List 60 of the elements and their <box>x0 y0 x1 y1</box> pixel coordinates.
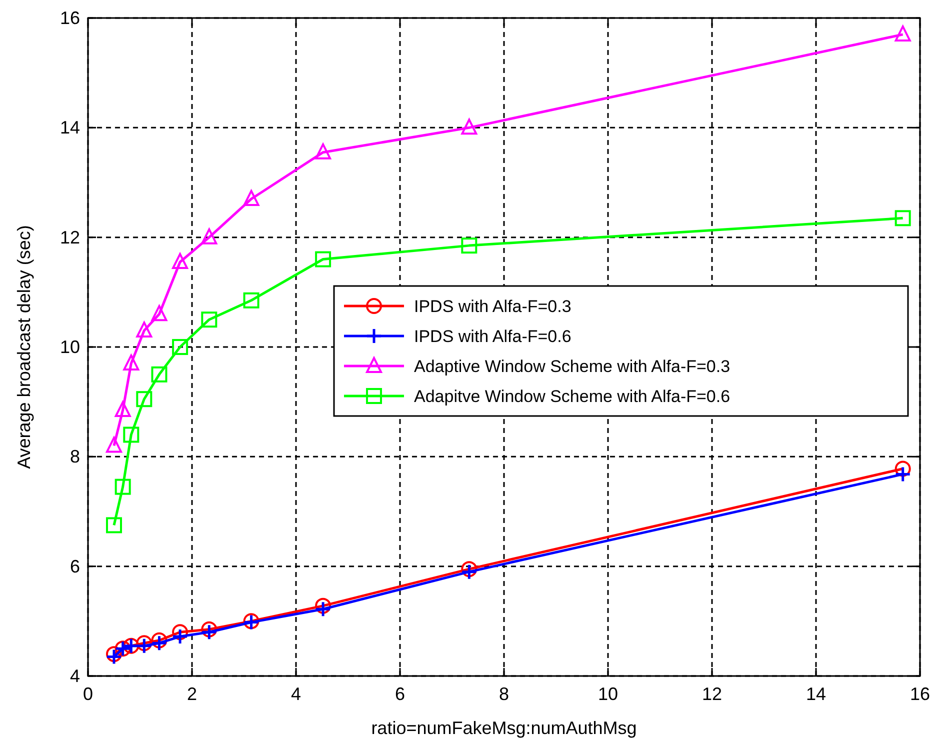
point <box>123 426 140 443</box>
point <box>106 517 122 534</box>
point <box>172 624 188 640</box>
point <box>106 646 122 662</box>
point <box>201 312 218 328</box>
point <box>114 401 131 418</box>
x-tick-label: 8 <box>498 684 510 704</box>
legend-label: Adapitve Window Scheme with Alfa-F=0.6 <box>414 387 730 406</box>
y-tick-label: 6 <box>70 556 80 576</box>
point <box>461 118 478 135</box>
point <box>460 564 478 580</box>
y-tick-label: 16 <box>60 8 80 28</box>
point <box>151 305 168 322</box>
point <box>172 628 188 645</box>
x-tick-label: 16 <box>910 684 930 704</box>
point <box>315 598 332 614</box>
x-tick-label: 0 <box>82 684 94 704</box>
x-tick-label: 4 <box>290 684 302 704</box>
point <box>106 436 122 453</box>
point <box>894 466 912 482</box>
point <box>114 478 131 495</box>
x-tick-label: 2 <box>186 684 198 704</box>
x-tick-label: 6 <box>394 684 406 704</box>
point <box>243 190 260 206</box>
point <box>151 366 168 382</box>
point <box>894 210 911 226</box>
point <box>315 251 332 268</box>
point <box>123 354 140 370</box>
point <box>894 460 911 477</box>
point <box>894 25 911 42</box>
point <box>243 292 260 308</box>
x-tick-label: 12 <box>702 684 722 704</box>
y-tick-label: 8 <box>70 446 80 467</box>
point <box>136 322 152 338</box>
point <box>106 648 122 666</box>
x-axis-title: ratio=numFakeMsg:numAuthMsg <box>371 718 637 738</box>
legend-label: IPDS with Alfa-F=0.3 <box>414 297 572 316</box>
legend-label: Adaptive Window Scheme with Alfa-F=0.3 <box>414 357 730 376</box>
point <box>136 635 152 652</box>
point <box>150 634 168 652</box>
point <box>315 143 332 160</box>
point <box>314 600 332 618</box>
y-tick-label: 4 <box>70 666 80 686</box>
x-tick-label: 14 <box>806 684 826 704</box>
point <box>136 391 152 408</box>
y-axis-title: Average broadcast delay (sec) <box>14 225 34 469</box>
y-tick-label: 12 <box>60 227 80 248</box>
point <box>201 228 218 244</box>
legend-label: IPDS with Alfa-F=0.6 <box>414 327 572 346</box>
point <box>461 561 478 578</box>
point <box>200 624 218 640</box>
point <box>151 632 168 648</box>
point <box>172 253 188 270</box>
point <box>172 339 188 355</box>
point <box>136 638 152 654</box>
y-tick-label: 14 <box>60 118 80 138</box>
point <box>461 238 478 254</box>
x-tick-label: 10 <box>598 684 618 704</box>
y-tick-label: 10 <box>60 337 80 357</box>
point <box>201 621 218 638</box>
